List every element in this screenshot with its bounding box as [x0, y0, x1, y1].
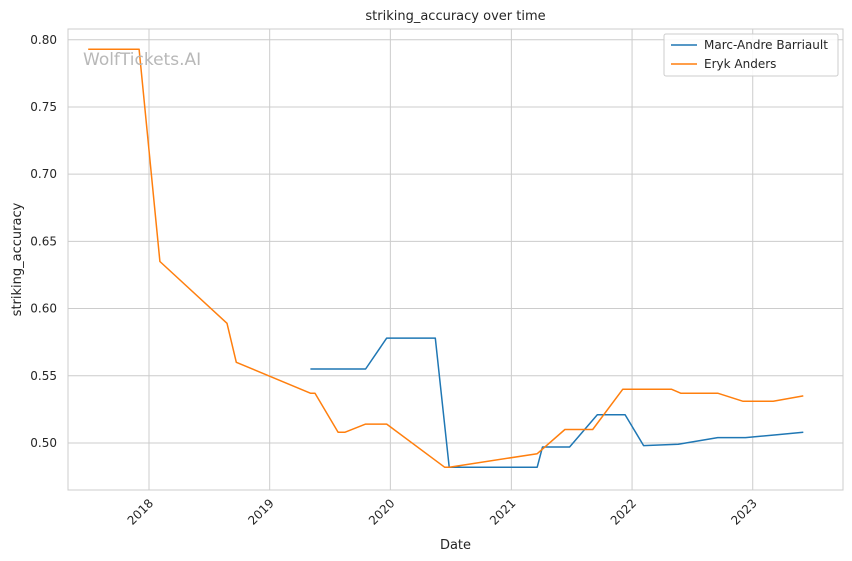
y-tick-label-0.80: 0.80 — [30, 33, 57, 47]
y-tick-label-0.60: 0.60 — [30, 302, 57, 316]
chart-title: striking_accuracy over time — [365, 9, 545, 24]
y-tick-label-0.65: 0.65 — [30, 234, 57, 248]
plot-frame — [67, 28, 844, 491]
x-axis-label: Date — [440, 538, 471, 553]
legend: Marc-Andre Barriault Eryk Anders — [663, 33, 839, 77]
y-axis-label: striking_accuracy — [10, 202, 25, 316]
legend-box — [663, 33, 839, 77]
watermark: WolfTickets.AI — [83, 50, 201, 70]
legend-label-marc-andre-barriault: Marc-Andre Barriault — [704, 38, 828, 52]
series-layer — [88, 48, 804, 468]
series-line-marc-andre-barriault — [310, 337, 804, 468]
y-tick-label-0.70: 0.70 — [30, 167, 57, 181]
y-tick-label-0.75: 0.75 — [30, 100, 57, 114]
y-tick-label-0.50: 0.50 — [30, 436, 57, 450]
series-line-eryk-anders — [88, 48, 804, 468]
y-tick-label-0.55: 0.55 — [30, 369, 57, 383]
legend-label-eryk-anders: Eryk Anders — [704, 57, 776, 71]
